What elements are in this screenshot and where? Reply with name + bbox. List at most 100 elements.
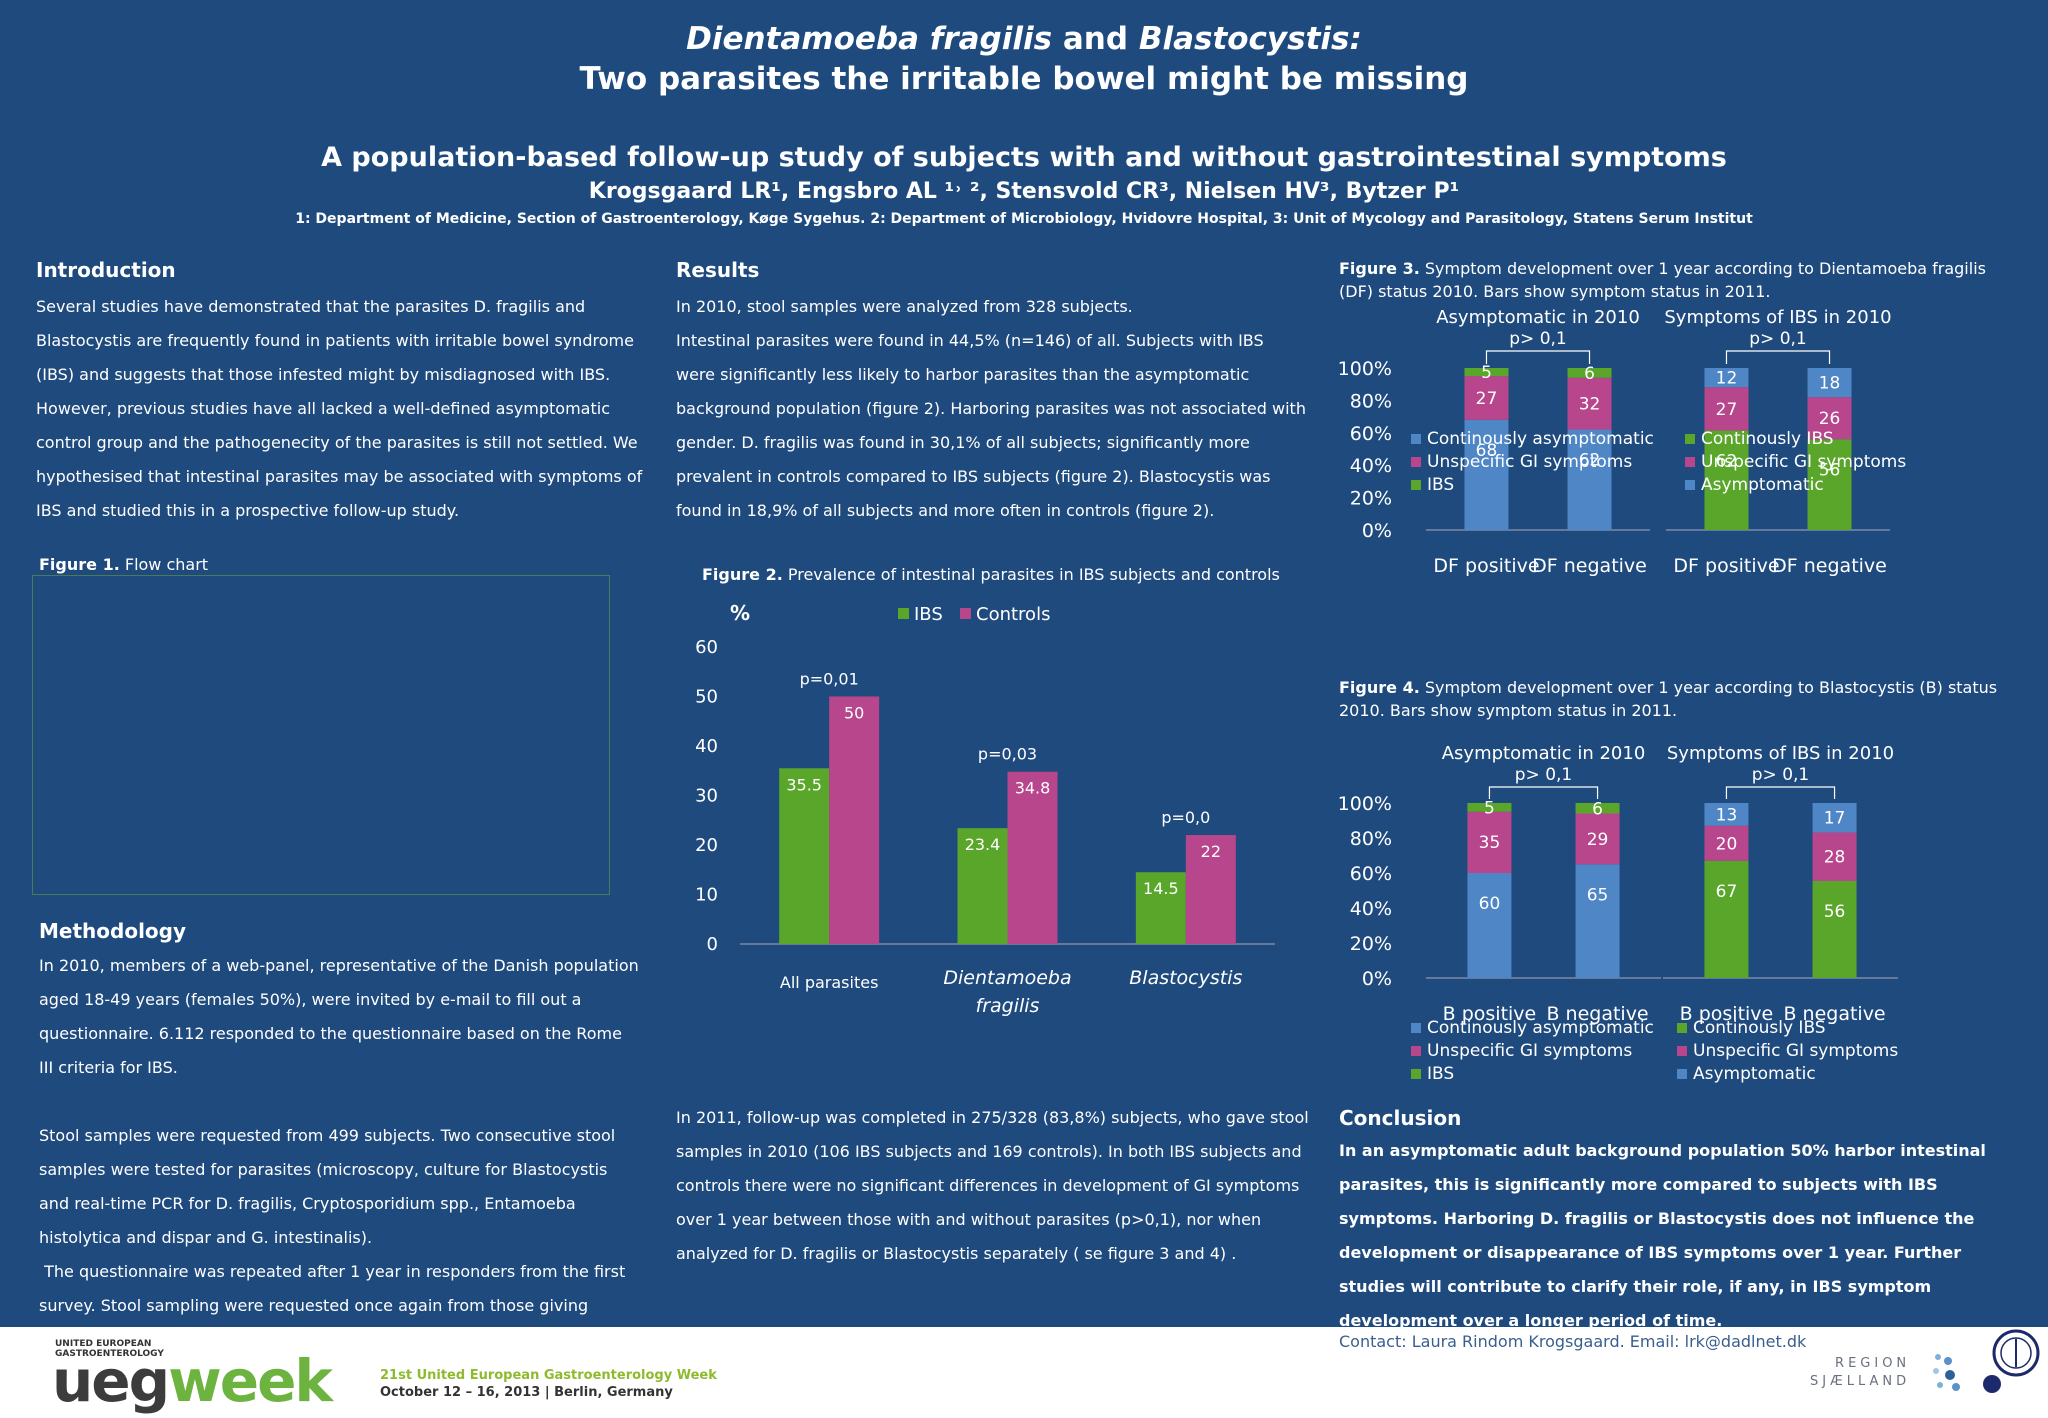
fig2-pvalue: p=0,01 bbox=[800, 670, 859, 689]
figure3-caption-text: Symptom development over 1 year accordin… bbox=[1339, 259, 1992, 301]
poster-title-line2: Two parasites the irritable bowel might … bbox=[579, 61, 1469, 97]
fig2-legend-ibs: IBS bbox=[914, 604, 943, 625]
region-dots-icon bbox=[1933, 1354, 1960, 1391]
fig3-segment-label: 62 bbox=[1716, 452, 1738, 472]
fig4-bar-segment bbox=[1812, 803, 1857, 833]
flow-chart-frame bbox=[32, 575, 610, 895]
fig3-bar-segment bbox=[1807, 397, 1852, 440]
fig2-value-label: 50 bbox=[844, 704, 864, 723]
fig2-legend-controls: Controls bbox=[976, 604, 1050, 625]
fig2-category-label: All parasites bbox=[780, 973, 879, 992]
fig4-bar-segment bbox=[1467, 803, 1512, 812]
conclusion-heading: Conclusion bbox=[1339, 1106, 1462, 1130]
fig2-y-tick: 10 bbox=[695, 885, 718, 906]
fig4-bar-segment bbox=[1704, 860, 1749, 978]
fig3-bar-segment bbox=[1704, 368, 1749, 388]
fig4-bracket bbox=[1488, 786, 1599, 799]
fig4-segment-label: 56 bbox=[1824, 902, 1846, 922]
figure1-label: Figure 1. bbox=[39, 555, 120, 574]
fig4-y-tick: 20% bbox=[1350, 933, 1392, 955]
figure3-label: Figure 3. bbox=[1339, 259, 1420, 278]
fig4-bar-segment bbox=[1704, 803, 1749, 826]
fig3-legend-label: Unspecific GI symptoms bbox=[1701, 452, 1906, 472]
fig3-category-label: DF negative bbox=[1772, 555, 1887, 577]
figure3-caption: Figure 3. Symptom development over 1 yea… bbox=[1339, 257, 2019, 303]
fig4-segment-label: 5 bbox=[1484, 798, 1495, 818]
fig4-y-tick: 40% bbox=[1350, 898, 1392, 920]
region-line2: SJÆLLAND bbox=[1810, 1374, 1911, 1389]
fig4-legend-label: Asymptomatic bbox=[1693, 1064, 1816, 1084]
fig4-legend-swatch bbox=[1411, 1046, 1421, 1056]
fig3-category-label: DF positive bbox=[1673, 555, 1779, 577]
fig2-value-label: 22 bbox=[1201, 842, 1221, 861]
fig4-segment-label: 67 bbox=[1716, 882, 1738, 902]
ueg-logo-text: ueg bbox=[52, 1347, 170, 1415]
figure3-chart: 0%20%40%60%80%100%Asymptomatic in 2010p>… bbox=[1338, 307, 1907, 577]
fig2-y-tick: 0 bbox=[707, 934, 718, 955]
fig3-bar-segment bbox=[1464, 368, 1509, 377]
fig4-segment-label: 17 bbox=[1824, 809, 1846, 829]
region-sjaelland-logo: REGION SJÆLLAND bbox=[1810, 1355, 1910, 1391]
fig4-segment-label: 29 bbox=[1587, 830, 1609, 850]
fig2-bar-ibs bbox=[779, 768, 830, 944]
fig2-bar-controls bbox=[829, 696, 880, 944]
fig3-legend-label: Asymptomatic bbox=[1701, 475, 1824, 495]
fig2-y-tick: 60 bbox=[695, 637, 718, 658]
fig2-legend-ibs-swatch bbox=[898, 608, 909, 619]
fig3-segment-label: 5 bbox=[1481, 363, 1492, 383]
fig2-value-label: 35.5 bbox=[786, 775, 822, 794]
fig3-legend-label: Continously IBS bbox=[1701, 429, 1834, 449]
fig4-segment-label: 35 bbox=[1479, 833, 1501, 853]
fig3-bar-segment bbox=[1704, 430, 1749, 530]
fig3-legend-label: Continously asymptomatic bbox=[1427, 429, 1654, 449]
ueg-small-text: UNITED EUROPEAN GASTROENTEROLOGY bbox=[55, 1339, 164, 1359]
fig2-bar-controls bbox=[1185, 835, 1236, 944]
fig4-bar-segment bbox=[1575, 864, 1620, 978]
fig3-bar-segment bbox=[1807, 368, 1852, 398]
fig2-bar-controls bbox=[1007, 771, 1058, 944]
ueg-small-line2: GASTROENTEROLOGY bbox=[55, 1349, 164, 1359]
fig4-bar-segment bbox=[1704, 825, 1749, 861]
ueg-small-line1: UNITED EUROPEAN bbox=[55, 1339, 152, 1349]
fig3-legend-swatch bbox=[1685, 457, 1695, 467]
fig3-legend-label: Unspecific GI symptoms bbox=[1427, 452, 1632, 472]
conclusion-text: In an asymptomatic adult background popu… bbox=[1339, 1141, 1986, 1330]
fig3-y-tick: 20% bbox=[1350, 488, 1392, 510]
results-p1: In 2010, stool samples were analyzed fro… bbox=[676, 297, 1133, 316]
week-logo-text: week bbox=[168, 1347, 333, 1415]
figure4-chart: 0%20%40%60%80%100%Asymptomatic in 2010p>… bbox=[1338, 743, 1899, 1084]
fig3-segment-label: 26 bbox=[1819, 409, 1841, 429]
fig4-legend-swatch bbox=[1677, 1069, 1687, 1079]
fig2-pvalue: p=0,03 bbox=[978, 745, 1037, 764]
figure1-caption: Figure 1. Flow chart bbox=[39, 553, 208, 576]
fig2-value-label: 14.5 bbox=[1143, 879, 1179, 898]
fig3-bar-segment bbox=[1807, 439, 1852, 530]
fig4-legend-label: Unspecific GI symptoms bbox=[1693, 1041, 1898, 1061]
fig2-category-label: Blastocystis bbox=[1129, 967, 1242, 989]
poster-subtitle: A population-based follow-up study of su… bbox=[321, 142, 1727, 173]
figure2-caption-text: Prevalence of intestinal parasites in IB… bbox=[782, 565, 1280, 584]
fig3-segment-label: 68 bbox=[1476, 441, 1498, 461]
fig4-segment-label: 65 bbox=[1587, 885, 1609, 905]
introduction-heading: Introduction bbox=[36, 258, 176, 282]
methodology-p3: The questionnaire was repeated after 1 y… bbox=[39, 1262, 626, 1349]
fig4-pvalue: p> 0,1 bbox=[1515, 765, 1572, 785]
fig3-y-tick: 0% bbox=[1362, 520, 1392, 542]
fig4-bar-segment bbox=[1812, 832, 1857, 881]
fig3-segment-label: 56 bbox=[1819, 460, 1841, 480]
fig4-legend-swatch bbox=[1411, 1069, 1421, 1079]
fig3-bar-segment bbox=[1464, 419, 1509, 530]
fig3-bar-segment bbox=[1464, 376, 1509, 420]
ueg-week-logo: uegweek bbox=[52, 1347, 333, 1415]
fig2-legend-controls-swatch bbox=[960, 608, 971, 619]
fig3-legend-swatch bbox=[1411, 480, 1421, 490]
fig3-y-tick: 100% bbox=[1338, 358, 1392, 380]
fig2-bar-ibs bbox=[957, 828, 1008, 944]
results-heading: Results bbox=[676, 258, 760, 282]
fig4-bar-segment bbox=[1575, 803, 1620, 814]
fig4-category-label: B negative bbox=[1546, 1003, 1648, 1025]
methodology-heading: Methodology bbox=[39, 919, 187, 943]
figure4-label: Figure 4. bbox=[1339, 678, 1420, 697]
fig4-bar-segment bbox=[1467, 873, 1512, 978]
fig4-segment-label: 20 bbox=[1716, 834, 1738, 854]
